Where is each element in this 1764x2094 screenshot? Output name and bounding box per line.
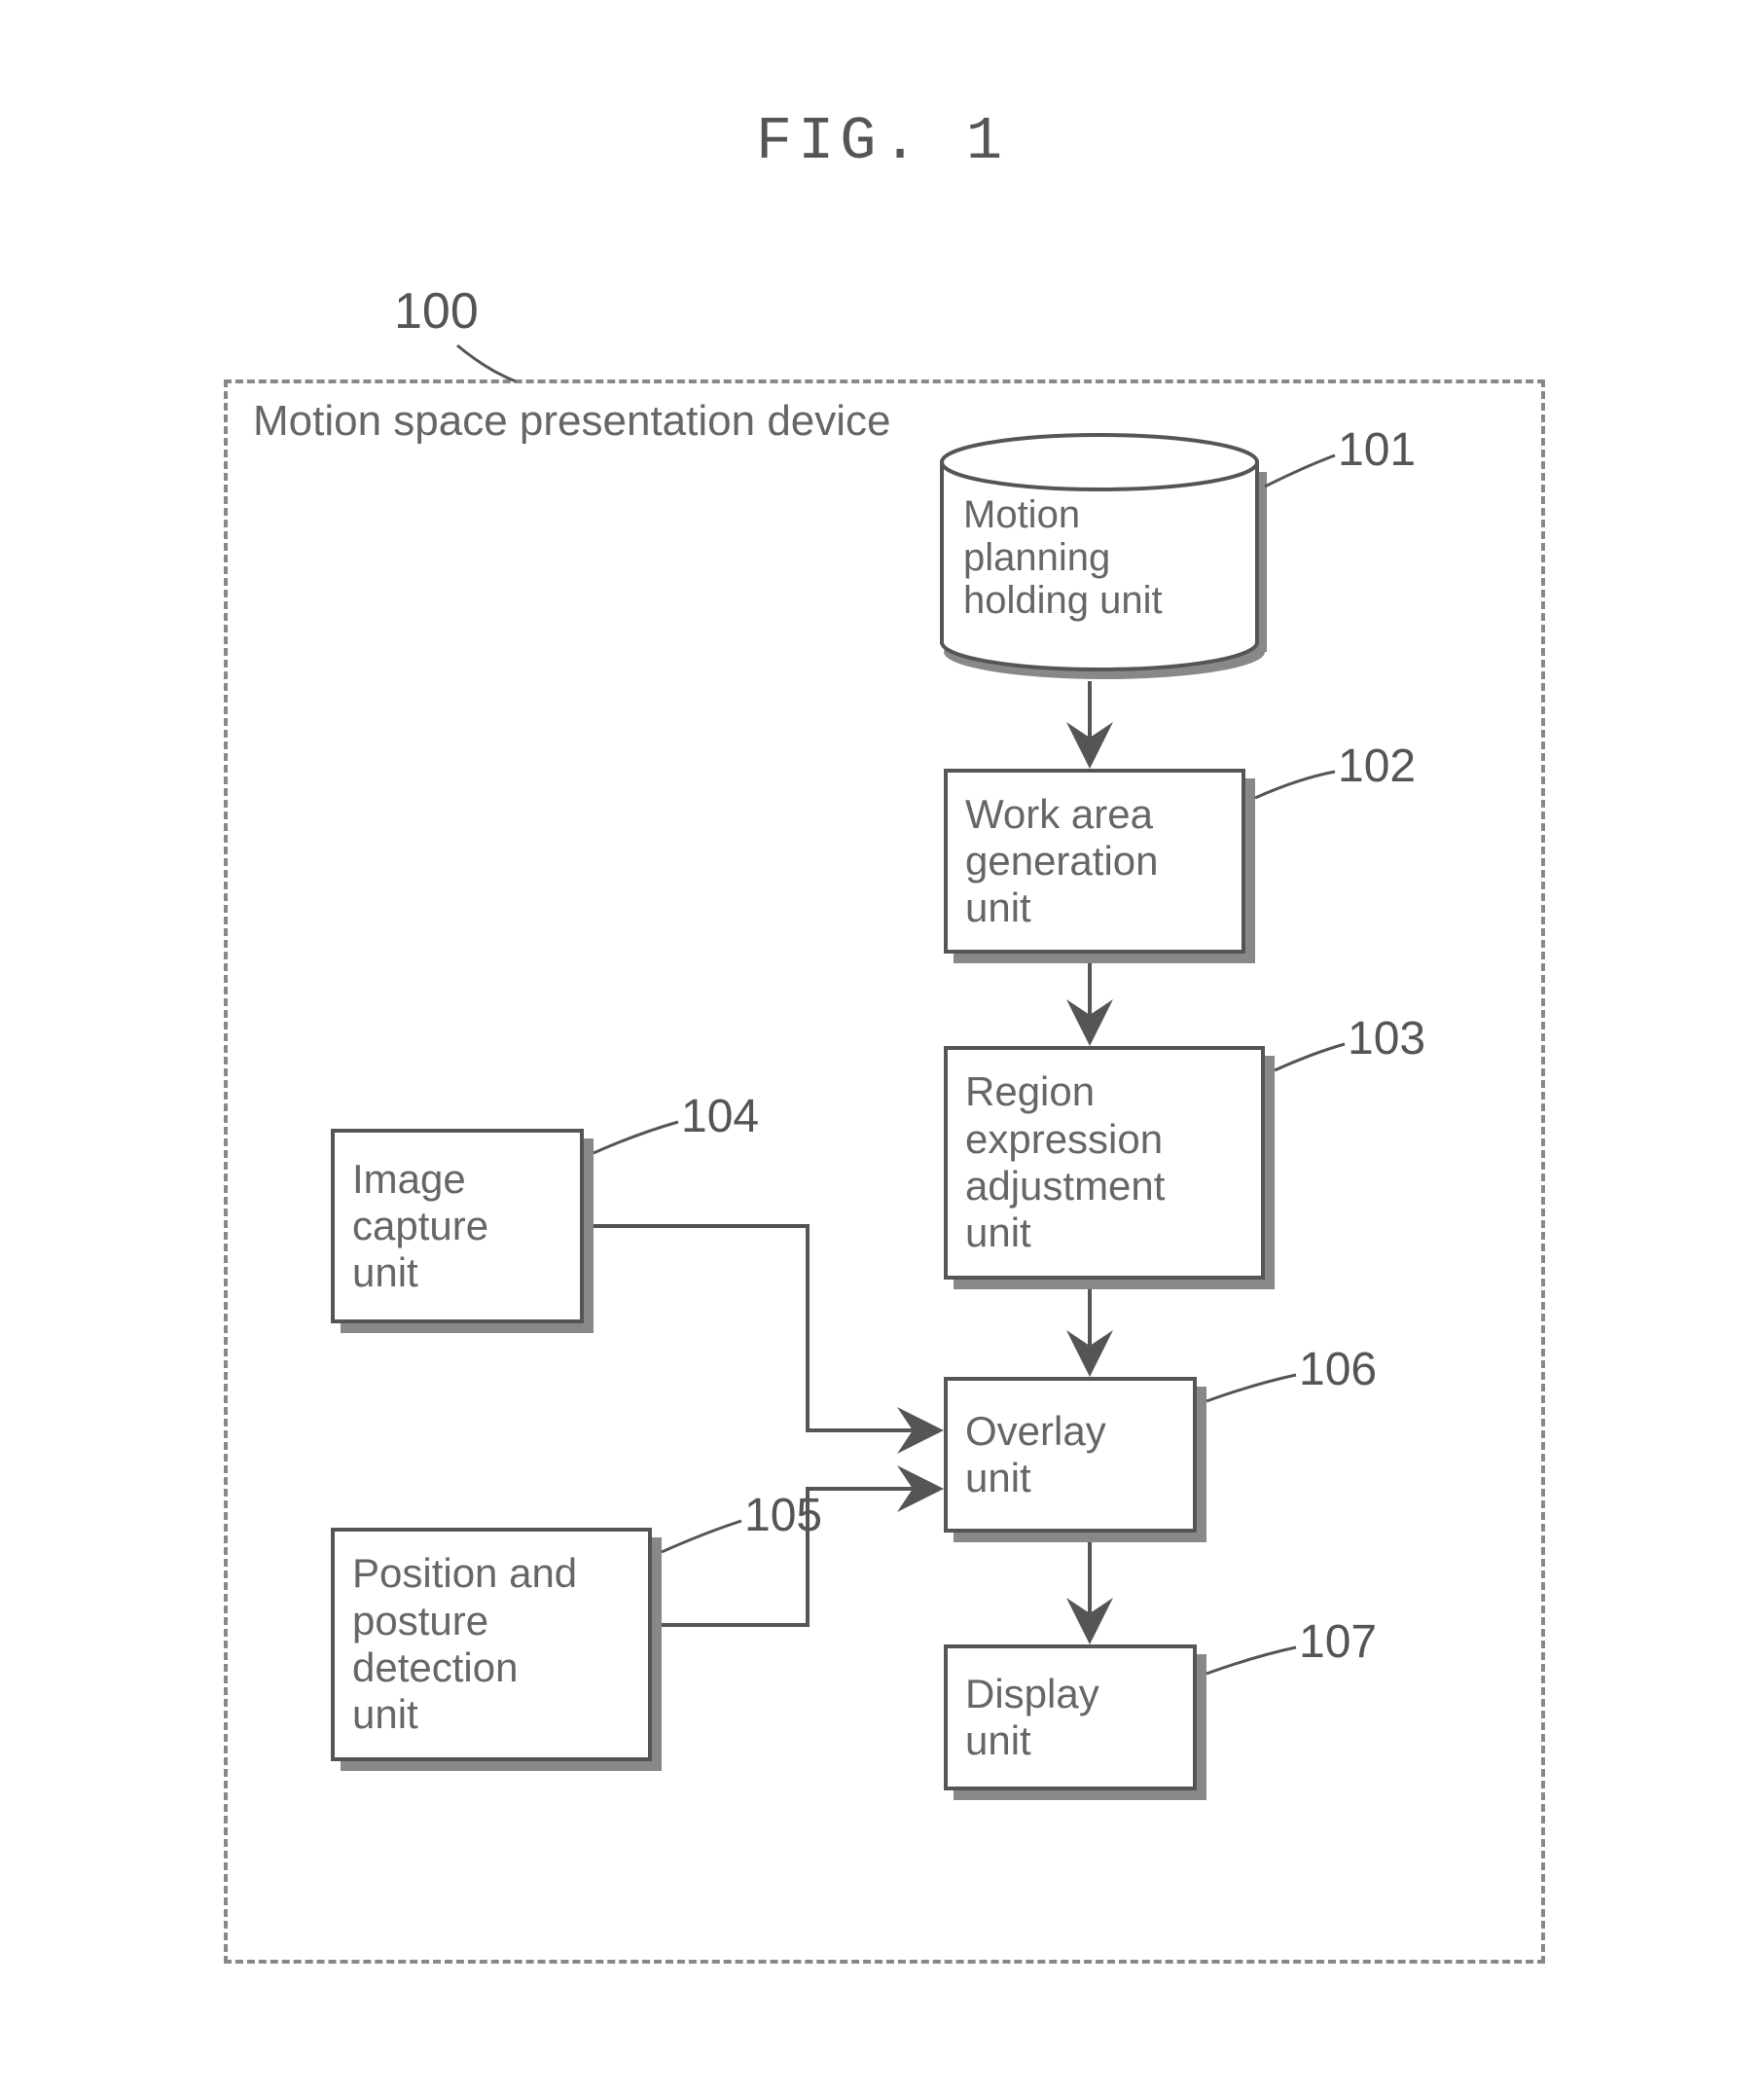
block-103: Region expression adjustment unit bbox=[944, 1046, 1265, 1280]
page: FIG. 1 100 Motion space presentation dev… bbox=[0, 0, 1764, 2094]
ref-102: 102 bbox=[1338, 740, 1416, 793]
cylinder-101-label: Motion planning holding unit bbox=[963, 493, 1163, 622]
cylinder-101: Motion planning holding unit bbox=[934, 433, 1275, 686]
ref-101: 101 bbox=[1338, 423, 1416, 477]
ref-103: 103 bbox=[1348, 1012, 1425, 1065]
block-105: Position and posture detection unit bbox=[331, 1528, 652, 1761]
ref-105: 105 bbox=[744, 1489, 822, 1542]
block-103-label: Region expression adjustment unit bbox=[965, 1068, 1165, 1256]
block-106-label: Overlay unit bbox=[965, 1408, 1106, 1502]
ref-104: 104 bbox=[681, 1090, 759, 1143]
device-label: Motion space presentation device bbox=[253, 397, 891, 446]
block-107-label: Display unit bbox=[965, 1671, 1099, 1765]
block-102: Work area generation unit bbox=[944, 769, 1245, 954]
figure-title: FIG. 1 bbox=[0, 107, 1764, 176]
block-104-label: Image capture unit bbox=[352, 1156, 488, 1297]
block-107: Display unit bbox=[944, 1644, 1197, 1790]
ref-107: 107 bbox=[1299, 1615, 1377, 1669]
block-106: Overlay unit bbox=[944, 1377, 1197, 1533]
block-102-label: Work area generation unit bbox=[965, 791, 1159, 932]
ref-106: 106 bbox=[1299, 1343, 1377, 1396]
block-105-label: Position and posture detection unit bbox=[352, 1550, 577, 1738]
ref-100: 100 bbox=[394, 282, 479, 341]
block-104: Image capture unit bbox=[331, 1129, 584, 1323]
